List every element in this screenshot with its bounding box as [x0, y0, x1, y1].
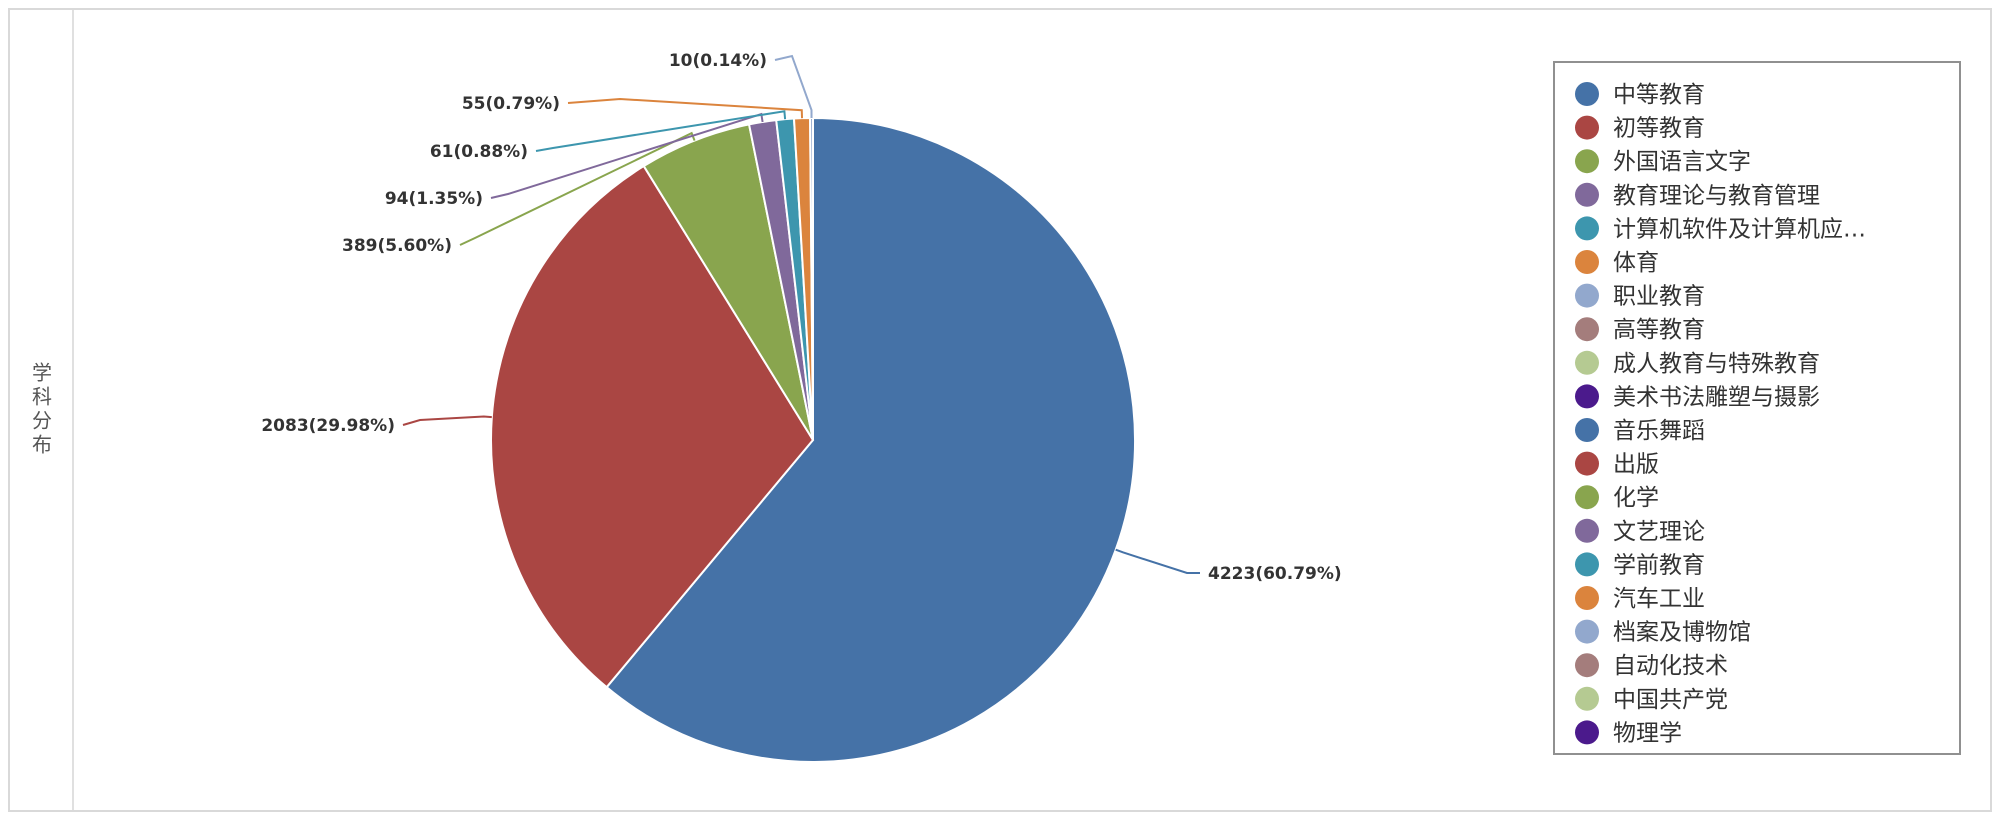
leader-line-6: [567, 97, 804, 119]
data-label-7: 10(0.14%): [669, 51, 767, 71]
legend-item[interactable]: 化学: [1575, 485, 1659, 511]
pie-slice-2: [490, 164, 815, 689]
legend-label: 中国共产党: [1613, 687, 1728, 713]
legend-marker: [1575, 250, 1599, 274]
legend-item[interactable]: 出版: [1575, 451, 1659, 478]
legend-label: 学前教育: [1613, 552, 1705, 578]
legend-marker: [1575, 686, 1599, 711]
legend-label: 音乐舞蹈: [1613, 418, 1705, 444]
legend-marker: [1575, 82, 1599, 106]
leader-line-1: [1115, 548, 1200, 574]
legend-item[interactable]: 物理学: [1575, 720, 1682, 746]
legend-item[interactable]: 高等教育: [1575, 317, 1705, 343]
legend-marker: [1575, 653, 1599, 678]
data-label-5: 61(0.88%): [430, 142, 528, 162]
data-label-3: 389(5.60%): [342, 236, 452, 256]
legend-label: 美术书法雕塑与摄影: [1613, 384, 1820, 410]
data-label-2: 2083(29.98%): [261, 416, 395, 436]
legend-marker: [1575, 451, 1599, 476]
legend-item[interactable]: 中等教育: [1575, 82, 1705, 108]
legend-item[interactable]: 计算机软件及计算机应…: [1575, 216, 1866, 242]
legend-item[interactable]: 美术书法雕塑与摄影: [1575, 384, 1820, 410]
legend-marker: [1575, 350, 1599, 375]
leader-line-4: [490, 112, 764, 199]
legend-marker: [1575, 182, 1599, 207]
side-label: 学科分布: [28, 362, 53, 458]
legend-item[interactable]: 成人教育与特殊教育: [1575, 350, 1820, 377]
legend-box: [1553, 61, 1961, 755]
legend-item[interactable]: 体育: [1575, 250, 1659, 276]
legend-marker: [1575, 317, 1599, 342]
legend-marker: [1575, 619, 1599, 644]
legend-label: 自动化技术: [1613, 653, 1728, 679]
legend-label: 外国语言文字: [1613, 149, 1751, 175]
legend-marker: [1575, 720, 1599, 745]
leader-line-7: [774, 54, 813, 119]
legend-label: 物理学: [1613, 720, 1682, 746]
legend-item[interactable]: 教育理论与教育管理: [1575, 182, 1820, 209]
data-label-1: 4223(60.79%): [1208, 564, 1342, 584]
legend-marker: [1575, 283, 1599, 308]
legend-item[interactable]: 汽车工业: [1575, 586, 1705, 612]
legend-label: 成人教育与特殊教育: [1613, 351, 1820, 377]
data-labels: 4223(60.79%) 2083(29.98%) 389(5.60%) 94(1.3…: [261, 51, 1341, 584]
leader-lines: [402, 54, 1200, 574]
legend-marker: [1575, 115, 1599, 140]
pie-slices: [490, 116, 1136, 763]
legend-marker: [1575, 552, 1599, 577]
legend-label: 汽车工业: [1613, 586, 1705, 612]
pie-slice-1: [605, 116, 1136, 763]
legend-label: 中等教育: [1613, 82, 1705, 108]
legend-label: 教育理论与教育管理: [1613, 183, 1820, 209]
legend-marker: [1575, 384, 1599, 409]
legend-label: 档案及博物馆: [1613, 620, 1751, 646]
legend-item[interactable]: 自动化技术: [1575, 653, 1728, 679]
legend-marker: [1575, 216, 1599, 241]
legend-label: 职业教育: [1613, 284, 1705, 310]
legend-marker: [1575, 149, 1599, 174]
data-label-4: 94(1.35%): [385, 189, 483, 209]
leader-line-5: [535, 110, 787, 152]
legend-item[interactable]: 外国语言文字: [1575, 149, 1751, 175]
leader-line-3: [459, 131, 696, 246]
legend-item[interactable]: 初等教育: [1575, 115, 1705, 142]
legend-item[interactable]: 学前教育: [1575, 552, 1705, 578]
legend-marker: [1575, 418, 1599, 442]
legend-label: 高等教育: [1613, 317, 1705, 343]
legend-marker: [1575, 485, 1599, 510]
legend-label: 出版: [1613, 452, 1659, 478]
legend-label: 化学: [1613, 485, 1659, 511]
legend-label: 文艺理论: [1613, 519, 1705, 545]
legend-item[interactable]: 档案及博物馆: [1575, 619, 1751, 646]
side-label-panel: 学科分布: [10, 10, 74, 810]
data-label-6: 55(0.79%): [462, 94, 560, 114]
legend-label: 体育: [1613, 250, 1659, 276]
legend-item[interactable]: 文艺理论: [1575, 518, 1705, 545]
legend-item[interactable]: 职业教育: [1575, 283, 1705, 310]
legend-item[interactable]: 音乐舞蹈: [1575, 418, 1705, 444]
legend-label: 初等教育: [1613, 116, 1705, 142]
legend-marker: [1575, 518, 1599, 543]
legend-label: 计算机软件及计算机应…: [1613, 216, 1866, 242]
leader-line-2: [402, 415, 492, 426]
legend-marker: [1575, 586, 1599, 610]
legend-item[interactable]: 中国共产党: [1575, 686, 1728, 713]
